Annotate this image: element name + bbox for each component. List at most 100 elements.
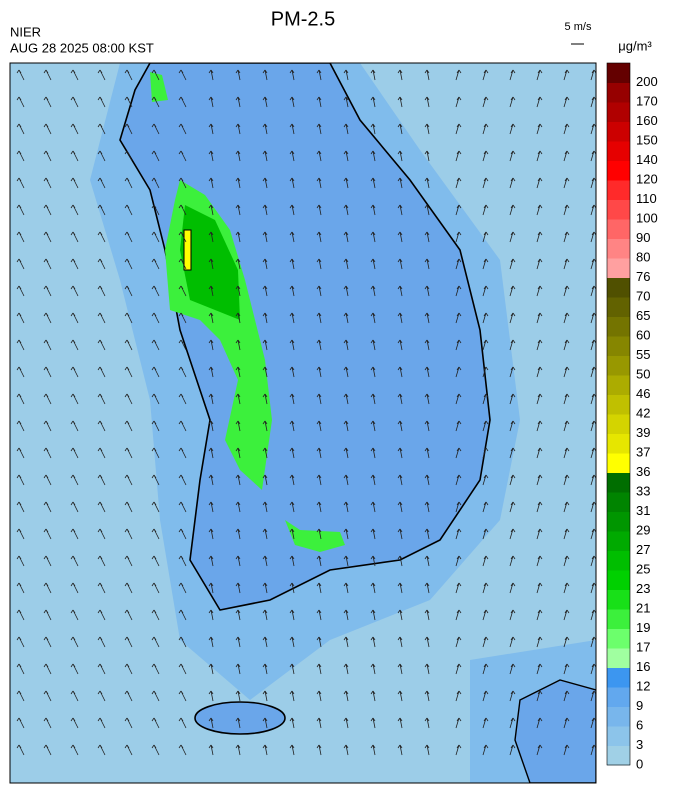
wind-arrow: [343, 717, 349, 729]
wind-arrow: [124, 150, 133, 162]
wind-arrow: [208, 258, 214, 270]
wind-arrow: [70, 663, 79, 675]
wind-arrow: [97, 663, 106, 675]
wind-arrow: [563, 312, 570, 324]
wind-arrow: [509, 285, 516, 297]
wind-arrow: [208, 204, 214, 216]
wind-arrow: [509, 717, 516, 729]
colorbar-label: 90: [636, 230, 650, 245]
colorbar-segment: [607, 297, 630, 317]
wind-arrow: [151, 663, 160, 675]
wind-arrow: [97, 636, 106, 648]
wind-arrow: [289, 204, 295, 216]
wind-arrow: [563, 285, 570, 297]
wind-arrow: [16, 123, 25, 135]
wind-arrow: [509, 582, 516, 594]
wind-arrow: [208, 555, 214, 567]
wind-arrow: [97, 285, 106, 297]
wind-arrow: [424, 636, 430, 648]
wind-arrow: [43, 177, 52, 189]
wind-arrow: [124, 204, 133, 216]
wind-arrow: [262, 177, 268, 189]
wind-arrow: [124, 474, 133, 486]
wind-arrow: [262, 744, 268, 756]
wind-arrow: [16, 663, 25, 675]
wind-arrow: [397, 447, 403, 459]
colorbar-segment: [607, 433, 630, 454]
map-frame: [9, 62, 597, 784]
wind-arrow: [151, 69, 160, 81]
wind-arrow: [262, 312, 268, 324]
wind-arrow: [509, 231, 516, 243]
wind-arrow: [424, 663, 430, 675]
wind-arrow: [235, 69, 241, 81]
wind-arrow: [289, 150, 295, 162]
wind-arrow: [16, 744, 25, 756]
wind-arrow: [424, 528, 430, 540]
wind-arrow: [151, 717, 160, 729]
wind-arrow: [509, 312, 516, 324]
wind-arrow: [124, 636, 133, 648]
colorbar-label: 150: [636, 132, 658, 147]
wind-arrow: [316, 420, 322, 432]
wind-arrow: [343, 528, 349, 540]
wind-arrow: [482, 582, 489, 594]
wind-arrow: [43, 447, 52, 459]
wind-arrow: [16, 393, 25, 405]
wind-arrow: [43, 123, 52, 135]
wind-arrow: [70, 501, 79, 513]
wind-arrow: [563, 501, 570, 513]
colorbar-label: 29: [636, 522, 650, 537]
wind-arrow: [509, 258, 516, 270]
wind-arrow: [536, 555, 543, 567]
colorbar-label: 50: [636, 366, 650, 381]
wind-arrow: [455, 150, 462, 162]
wind-arrow: [178, 69, 187, 81]
wind-arrow: [343, 231, 349, 243]
wind-arrow: [43, 636, 52, 648]
wind-arrow: [424, 366, 430, 378]
wind-arrow: [343, 420, 349, 432]
wind-arrow: [289, 474, 295, 486]
wind-arrow: [151, 258, 160, 270]
wind-arrow: [43, 150, 52, 162]
wind-arrow: [208, 231, 214, 243]
colorbar-segment: [607, 375, 630, 395]
wind-arrow: [16, 204, 25, 216]
wind-arrow: [16, 285, 25, 297]
wind-arrow: [397, 339, 403, 351]
wind-arrow: [316, 447, 322, 459]
wind-arrow: [97, 312, 106, 324]
wind-arrow: [316, 474, 322, 486]
wind-arrow: [370, 663, 376, 675]
colorbar-segment: [607, 316, 630, 337]
wind-arrow: [424, 717, 430, 729]
wind-arrow: [70, 447, 79, 459]
colorbar-label: 170: [636, 93, 658, 108]
wind-arrow: [455, 474, 462, 486]
wind-arrow: [70, 96, 79, 108]
wind-arrow: [397, 582, 403, 594]
wind-arrow: [563, 474, 570, 486]
wind-arrow: [316, 258, 322, 270]
wind-arrow: [370, 123, 376, 135]
wind-arrow: [563, 690, 570, 702]
wind-arrow: [97, 690, 106, 702]
colorbar-frame: [606, 62, 631, 766]
colorbar-segment: [607, 492, 630, 512]
wind-arrow: [124, 123, 133, 135]
map: [9, 62, 597, 784]
wind-arrow: [262, 501, 268, 513]
wind-arrow: [397, 69, 403, 81]
wind-arrow: [208, 69, 214, 81]
wind-arrow: [316, 744, 322, 756]
wind-arrow: [397, 258, 403, 270]
wind-arrow: [235, 231, 241, 243]
colorbar-label: 80: [636, 249, 650, 264]
wind-arrow: [208, 744, 214, 756]
wind-arrow: [455, 96, 462, 108]
wind-arrow: [151, 474, 160, 486]
wind-arrow: [262, 582, 268, 594]
wind-arrow: [482, 609, 489, 621]
wind-arrow: [97, 528, 106, 540]
